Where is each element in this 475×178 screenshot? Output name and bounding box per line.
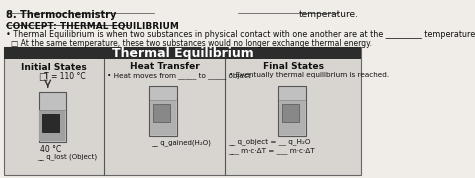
Text: 40 °C: 40 °C	[40, 145, 61, 154]
Bar	[4, 47, 361, 59]
Bar	[153, 104, 170, 122]
Text: Heat Transfer: Heat Transfer	[130, 62, 200, 71]
Text: temperature.: temperature.	[299, 10, 359, 19]
Text: Final States: Final States	[263, 62, 324, 71]
Text: 8. Thermochemistry: 8. Thermochemistry	[6, 10, 116, 20]
Bar	[38, 92, 66, 142]
Bar	[39, 110, 66, 141]
Bar	[279, 100, 305, 135]
Bar	[42, 114, 59, 132]
Text: CONCEPT: THERMAL EQUILIBRIUM: CONCEPT: THERMAL EQUILIBRIUM	[6, 22, 179, 31]
Text: __ q_gained(H₂O): __ q_gained(H₂O)	[151, 139, 211, 146]
Text: ___ m·c·ΔT = ___ m·c·ΔT: ___ m·c·ΔT = ___ m·c·ΔT	[228, 147, 315, 154]
Text: • Eventually thermal equilibrium is reached.: • Eventually thermal equilibrium is reac…	[228, 72, 389, 78]
Text: Initial States: Initial States	[21, 63, 87, 72]
Text: __ q_object = __ q_H₂O: __ q_object = __ q_H₂O	[228, 138, 311, 145]
Text: □: □	[38, 72, 47, 82]
Bar	[278, 86, 306, 136]
Text: • Heat moves from _____ to _____ object: • Heat moves from _____ to _____ object	[107, 72, 251, 79]
Text: □ At the same temperature, these two substances would no longer exchange thermal: □ At the same temperature, these two sub…	[11, 39, 371, 48]
Bar	[4, 47, 361, 175]
Bar	[282, 104, 299, 122]
Bar	[149, 86, 177, 136]
Text: T = 110 °C: T = 110 °C	[44, 72, 86, 81]
Text: __ q_lost (Object): __ q_lost (Object)	[37, 153, 97, 160]
Text: Thermal Equilibrium: Thermal Equilibrium	[112, 46, 254, 59]
Bar	[150, 100, 176, 135]
Text: • Thermal Equilibrium is when two substances in physical contact with one anothe: • Thermal Equilibrium is when two substa…	[6, 30, 475, 39]
